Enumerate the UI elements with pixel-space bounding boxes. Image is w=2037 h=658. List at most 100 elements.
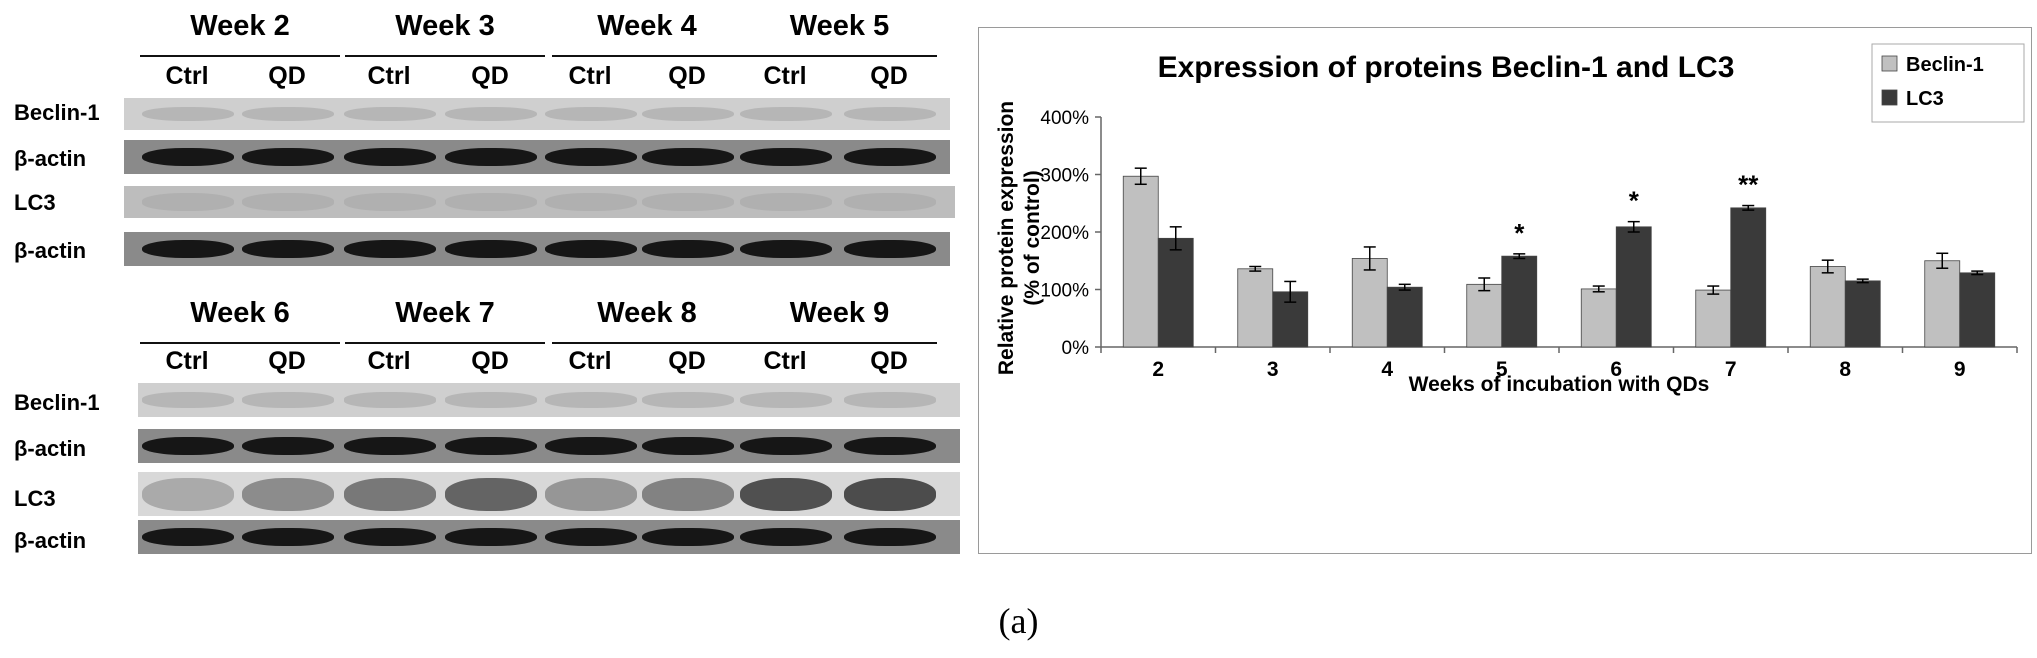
- y-tick-label: 200%: [1040, 223, 1089, 244]
- x-tick-label: 8: [1839, 358, 1851, 381]
- qd-label: QD: [268, 347, 306, 375]
- ctrl-label: Ctrl: [367, 347, 411, 375]
- ctrl-label: Ctrl: [165, 347, 209, 375]
- blot-band: [642, 477, 734, 511]
- week-label: Week 6: [190, 297, 290, 329]
- blot-band: [642, 436, 734, 456]
- blot-band: [844, 436, 936, 456]
- blot-band: [344, 436, 436, 456]
- legend-label: LC3: [1906, 88, 1944, 110]
- x-tick-label: 5: [1496, 358, 1508, 381]
- blot-band: [545, 477, 637, 511]
- significance-marker: *: [1514, 218, 1525, 248]
- blot-band: [642, 147, 734, 167]
- qd-label: QD: [268, 62, 306, 90]
- qd-label: QD: [471, 62, 509, 90]
- blot-band: [844, 392, 936, 408]
- week-label: Week 3: [395, 10, 495, 42]
- blot-band: [445, 147, 537, 167]
- blot-band: [142, 527, 234, 547]
- x-tick-label: 2: [1152, 358, 1164, 381]
- blot-band: [740, 527, 832, 547]
- ctrl-label: Ctrl: [165, 62, 209, 90]
- qd-label: QD: [668, 62, 706, 90]
- blot-band: [642, 392, 734, 408]
- x-tick-label: 4: [1381, 358, 1393, 381]
- ctrl-label: Ctrl: [568, 347, 612, 375]
- bar-lc3: [1501, 255, 1538, 348]
- blot-band: [142, 392, 234, 408]
- ctrl-label: Ctrl: [763, 62, 807, 90]
- blot-band: [844, 147, 936, 167]
- bar-chart-frame: Expression of proteins Beclin-1 and LC3 R…: [978, 27, 2032, 554]
- week-label: Week 4: [597, 10, 697, 42]
- bar-chart: Expression of proteins Beclin-1 and LC3 R…: [995, 43, 2025, 396]
- week-underline: [742, 55, 937, 57]
- y-axis-label: Relative protein expression: [995, 101, 1018, 375]
- blot-band: [740, 239, 832, 259]
- blot-band: [844, 527, 936, 547]
- bar-beclin-1: [1580, 288, 1617, 348]
- week-label: Week 5: [789, 10, 890, 42]
- blot-band: [242, 527, 334, 547]
- blot-band: [445, 392, 537, 408]
- bar-beclin-1: [1122, 175, 1159, 348]
- blot-band: [142, 193, 234, 211]
- significance-marker: *: [1629, 186, 1640, 216]
- bar-lc3: [1272, 291, 1309, 348]
- blot-band: [445, 193, 537, 211]
- blot-band: [740, 477, 832, 511]
- bar-lc3: [1615, 226, 1652, 348]
- bar-beclin-1: [1695, 289, 1732, 348]
- y-tick-label: 300%: [1040, 166, 1089, 187]
- blot-band: [740, 436, 832, 456]
- blot-band: [545, 527, 637, 547]
- bar-beclin-1: [1809, 266, 1846, 348]
- blot-band: [642, 106, 734, 122]
- blot-band: [142, 239, 234, 259]
- blot-band: [445, 477, 537, 511]
- blot-band: [844, 193, 936, 211]
- week-label: Week 7: [395, 297, 495, 329]
- blot-band: [545, 193, 637, 211]
- blot-band: [844, 477, 936, 511]
- qd-label: QD: [668, 347, 706, 375]
- blot-row-label: Beclin-1: [14, 100, 100, 125]
- blot-band: [142, 106, 234, 122]
- legend-swatch: [1881, 55, 1898, 72]
- blot-row-label: β-actin: [14, 528, 87, 553]
- week-label: Week 9: [789, 297, 890, 329]
- bar-lc3: [1730, 207, 1767, 348]
- blot-band: [242, 436, 334, 456]
- week-underline: [345, 55, 545, 57]
- blot-band: [344, 239, 436, 259]
- week-underline: [345, 342, 545, 344]
- blot-band: [545, 147, 637, 167]
- figure-caption: (a): [998, 601, 1039, 641]
- blot-band: [740, 193, 832, 211]
- legend-label: Beclin-1: [1906, 54, 1984, 76]
- ctrl-label: Ctrl: [763, 347, 807, 375]
- blot-band: [344, 106, 436, 122]
- x-tick-label: 9: [1954, 358, 1966, 381]
- week-label: Week 8: [597, 297, 697, 329]
- blot-band: [545, 106, 637, 122]
- bar-lc3: [1157, 237, 1194, 348]
- blot-row-label: LC3: [14, 486, 56, 511]
- blot-band: [142, 477, 234, 511]
- x-tick-label: 7: [1725, 358, 1737, 381]
- blot-row-label: β-actin: [14, 238, 87, 263]
- blot-band: [445, 436, 537, 456]
- qd-label: QD: [471, 347, 509, 375]
- blot-band: [545, 392, 637, 408]
- x-axis-label: Weeks of incubation with QDs: [1409, 373, 1710, 396]
- blot-row-label: β-actin: [14, 146, 87, 171]
- blot-band: [642, 193, 734, 211]
- blot-band: [545, 436, 637, 456]
- bar-lc3: [1959, 272, 1996, 348]
- blot-band: [344, 477, 436, 511]
- week-underline: [140, 342, 340, 344]
- blot-band: [740, 147, 832, 167]
- chart-title: Expression of proteins Beclin-1 and LC3: [1158, 51, 1735, 84]
- ctrl-label: Ctrl: [568, 62, 612, 90]
